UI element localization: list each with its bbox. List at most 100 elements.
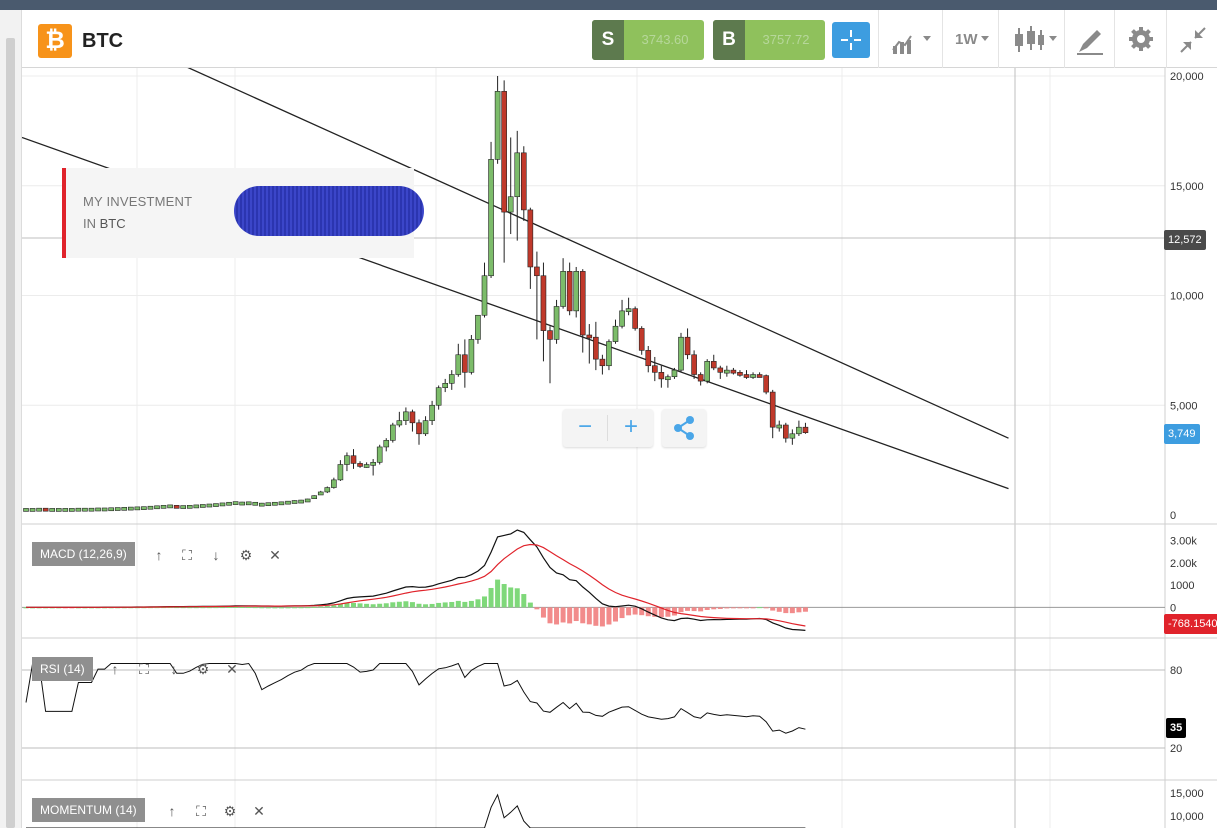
sell-button[interactable]: S 3743.60 xyxy=(592,20,704,60)
macd-histogram-bar xyxy=(285,607,291,609)
candle xyxy=(730,369,737,374)
drawing-tools-button[interactable] xyxy=(1064,10,1114,68)
gear-icon[interactable]: ⚙ xyxy=(239,547,253,563)
candle xyxy=(769,391,776,428)
arrow-up-icon[interactable]: ↑ xyxy=(155,547,163,563)
candle xyxy=(435,387,442,406)
rsi-tick-label: 20 xyxy=(1170,743,1182,755)
candle xyxy=(782,424,789,439)
candle xyxy=(128,506,134,511)
arrow-down-icon[interactable]: ↓ xyxy=(212,547,220,563)
candle xyxy=(370,462,376,466)
candle xyxy=(55,508,62,512)
price-tick-label: 20,000 xyxy=(1170,71,1204,83)
timeframe-dropdown[interactable]: 1W xyxy=(942,10,998,68)
candle xyxy=(475,314,481,340)
macd-histogram-bar xyxy=(593,607,599,626)
settings-button[interactable] xyxy=(1114,10,1166,68)
pencil-draw-icon xyxy=(1077,30,1103,55)
share-button[interactable] xyxy=(662,409,706,447)
macd-histogram-bar xyxy=(750,607,756,609)
macd-histogram-bar xyxy=(665,607,671,617)
gear-icon[interactable]: ⚙ xyxy=(223,803,237,819)
candle xyxy=(494,91,501,160)
maximize-icon[interactable]: ⛶ xyxy=(139,661,149,677)
candle xyxy=(304,498,311,503)
candle xyxy=(278,501,285,506)
redacted-amount xyxy=(234,186,424,236)
candle xyxy=(265,502,272,507)
macd-histogram-bar xyxy=(567,607,573,624)
candle xyxy=(317,491,324,496)
sell-key: S xyxy=(592,20,624,60)
candle xyxy=(625,308,632,312)
chart-area[interactable]: 20,000 15,000 10,000 5,000 0 3.00k 2.00k 1000 0 8… xyxy=(22,68,1217,828)
macd-histogram-bar xyxy=(658,607,664,618)
maximize-icon[interactable]: ⛶ xyxy=(182,547,192,563)
macd-histogram-bar xyxy=(626,607,632,616)
macd-histogram-bar xyxy=(671,607,677,616)
macd-histogram-bar xyxy=(278,607,284,609)
macd-histogram-bar xyxy=(678,607,684,613)
macd-histogram-bar xyxy=(344,602,350,608)
rsi-value-badge: 35 xyxy=(1166,718,1187,738)
macd-histogram-bar xyxy=(730,607,736,609)
candle xyxy=(619,310,625,327)
candle xyxy=(651,365,658,373)
macd-histogram-bar xyxy=(311,606,317,608)
candle xyxy=(29,508,36,512)
close-icon[interactable]: ✕ xyxy=(253,803,265,819)
macd-histogram-bar xyxy=(521,594,527,608)
macd-histogram-bar xyxy=(233,606,239,608)
buy-button[interactable]: B 3757.72 xyxy=(713,20,825,60)
rsi-panel-label[interactable]: RSI (14) xyxy=(32,657,93,681)
macd-histogram-bar xyxy=(724,607,730,609)
arrow-up-icon[interactable]: ↑ xyxy=(111,661,119,677)
candle xyxy=(95,507,101,512)
candle xyxy=(403,411,409,421)
maximize-icon[interactable]: ⛶ xyxy=(196,803,206,819)
zoom-out-button[interactable]: − xyxy=(577,413,592,440)
macd-panel-label[interactable]: MACD (12,26,9) xyxy=(32,542,135,566)
macd-histogram-bar xyxy=(606,607,612,625)
candle xyxy=(658,372,665,380)
candle xyxy=(167,504,173,509)
candle xyxy=(291,500,298,504)
candle xyxy=(121,507,128,511)
zoom-in-button[interactable]: + xyxy=(623,413,638,440)
arrow-down-icon[interactable]: ↓ xyxy=(170,661,178,677)
investment-subtitle: IN BTC xyxy=(83,216,126,231)
candle xyxy=(36,507,42,512)
chart-type-dropdown[interactable] xyxy=(878,10,942,68)
candle xyxy=(638,328,645,351)
close-icon[interactable]: ✕ xyxy=(226,661,238,677)
last-price-badge: 3,749 xyxy=(1164,424,1200,444)
close-icon[interactable]: ✕ xyxy=(269,547,281,563)
candle xyxy=(331,479,337,488)
buy-price: 3757.72 xyxy=(762,32,810,47)
crosshair-button[interactable] xyxy=(832,22,870,58)
candle xyxy=(442,382,449,388)
arrow-up-icon[interactable]: ↑ xyxy=(168,803,176,819)
momentum-panel-label[interactable]: MOMENTUM (14) xyxy=(32,798,145,822)
collapse-button[interactable] xyxy=(1166,10,1217,68)
candle xyxy=(789,433,796,439)
coin-name: BTC xyxy=(82,30,124,52)
macd-histogram-bar xyxy=(639,607,645,616)
momentum-tick-label: 15,000 xyxy=(1170,788,1204,800)
candle xyxy=(586,334,593,339)
macd-histogram-bar xyxy=(711,607,717,610)
candle-style-dropdown[interactable] xyxy=(998,10,1064,68)
candle xyxy=(416,422,422,435)
macd-histogram-bar xyxy=(704,607,710,610)
macd-histogram-bar xyxy=(226,607,232,609)
macd-histogram-bar xyxy=(370,604,376,608)
macd-histogram-bar xyxy=(396,601,402,608)
gear-icon[interactable]: ⚙ xyxy=(196,661,210,677)
candle xyxy=(520,152,527,211)
candle xyxy=(141,506,147,510)
candle xyxy=(108,507,114,512)
vertical-scrollbar[interactable] xyxy=(6,38,15,828)
candle xyxy=(553,306,560,340)
macd-histogram-bar xyxy=(324,606,330,608)
